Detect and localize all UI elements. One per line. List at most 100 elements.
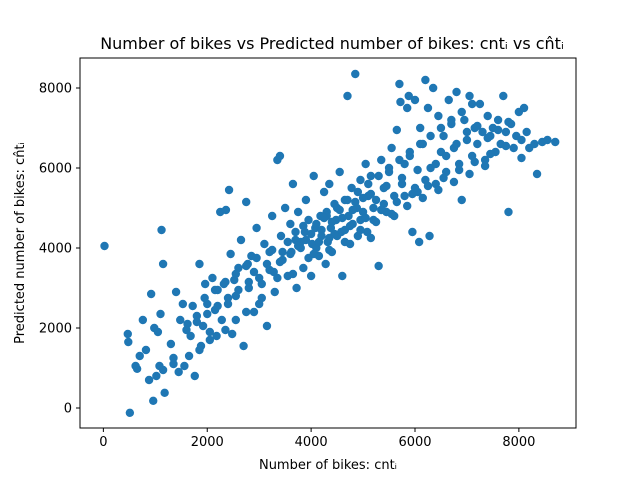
data-point (144, 375, 154, 385)
data-point (158, 259, 168, 269)
data-point (414, 237, 424, 247)
data-point (467, 99, 477, 109)
y-tick-label: 2000 (39, 322, 72, 337)
data-point (395, 155, 404, 165)
data-point (418, 193, 427, 203)
data-point (426, 131, 435, 141)
data-point (252, 223, 261, 233)
data-point (231, 315, 241, 325)
data-point (415, 123, 425, 133)
data-point (286, 249, 295, 259)
data-point (439, 131, 448, 141)
data-point (348, 205, 357, 215)
data-point (278, 247, 287, 257)
data-point (135, 351, 144, 361)
data-point (184, 351, 194, 361)
data-point (483, 133, 492, 143)
x-tick-label: 6000 (398, 435, 431, 450)
data-point (454, 165, 464, 175)
data-point (413, 165, 422, 175)
data-point (288, 179, 298, 189)
data-point (460, 115, 469, 125)
data-point (166, 339, 176, 349)
data-point (213, 301, 222, 311)
data-point (509, 143, 518, 153)
data-point (252, 253, 261, 263)
x-tick-label: 0 (99, 435, 107, 450)
data-point (249, 267, 259, 277)
data-point (462, 135, 472, 145)
data-point (267, 211, 277, 221)
data-point (434, 111, 443, 121)
data-point (327, 217, 337, 227)
data-point (425, 231, 434, 241)
data-point (221, 277, 230, 287)
data-point (141, 345, 151, 355)
data-point (221, 325, 230, 335)
data-point (146, 289, 156, 299)
data-point (358, 193, 368, 203)
data-point (400, 191, 409, 201)
data-point (338, 271, 347, 281)
data-point (236, 235, 246, 245)
data-point (276, 231, 286, 241)
data-point (465, 169, 474, 179)
data-point (434, 185, 443, 195)
data-point (335, 205, 344, 215)
data-point (200, 293, 209, 303)
data-point (361, 213, 370, 223)
data-point (124, 337, 133, 347)
data-point (504, 207, 513, 217)
y-tick-label: 0 (64, 402, 72, 417)
data-point (478, 127, 487, 137)
data-point (522, 127, 531, 137)
data-point (270, 287, 279, 297)
data-point (499, 91, 508, 101)
data-point (462, 127, 472, 137)
data-point (188, 301, 197, 311)
data-point (152, 371, 161, 381)
data-point (286, 219, 295, 229)
data-point (449, 177, 459, 187)
data-point (192, 317, 202, 327)
x-tick-label: 8000 (502, 435, 535, 450)
data-point (519, 103, 529, 113)
data-point (486, 149, 495, 159)
data-point (312, 219, 321, 229)
data-point (410, 95, 420, 105)
data-point (452, 139, 461, 149)
data-point (343, 195, 352, 205)
data-point (306, 271, 316, 281)
data-point (275, 151, 285, 161)
data-point (314, 237, 324, 247)
data-point (319, 213, 329, 223)
data-point (366, 233, 376, 243)
data-point (190, 371, 199, 381)
data-point (551, 137, 560, 147)
data-point (395, 79, 404, 89)
data-point (178, 299, 188, 309)
data-point (156, 309, 165, 319)
data-point (403, 103, 412, 113)
data-point (374, 261, 383, 271)
data-point (361, 159, 370, 169)
data-point (493, 115, 503, 125)
data-point (396, 97, 405, 107)
data-point (299, 221, 308, 231)
data-point (504, 117, 513, 127)
data-point (439, 173, 448, 183)
data-point (224, 185, 234, 195)
data-point (180, 361, 189, 371)
data-point (160, 388, 169, 397)
data-point (275, 257, 285, 267)
data-point (371, 217, 381, 227)
data-point (221, 205, 231, 215)
data-point (470, 157, 479, 167)
data-point (262, 259, 272, 269)
data-point (234, 285, 243, 295)
data-point (382, 181, 391, 191)
data-point (254, 273, 264, 283)
data-point (210, 285, 220, 295)
data-point (260, 239, 269, 249)
